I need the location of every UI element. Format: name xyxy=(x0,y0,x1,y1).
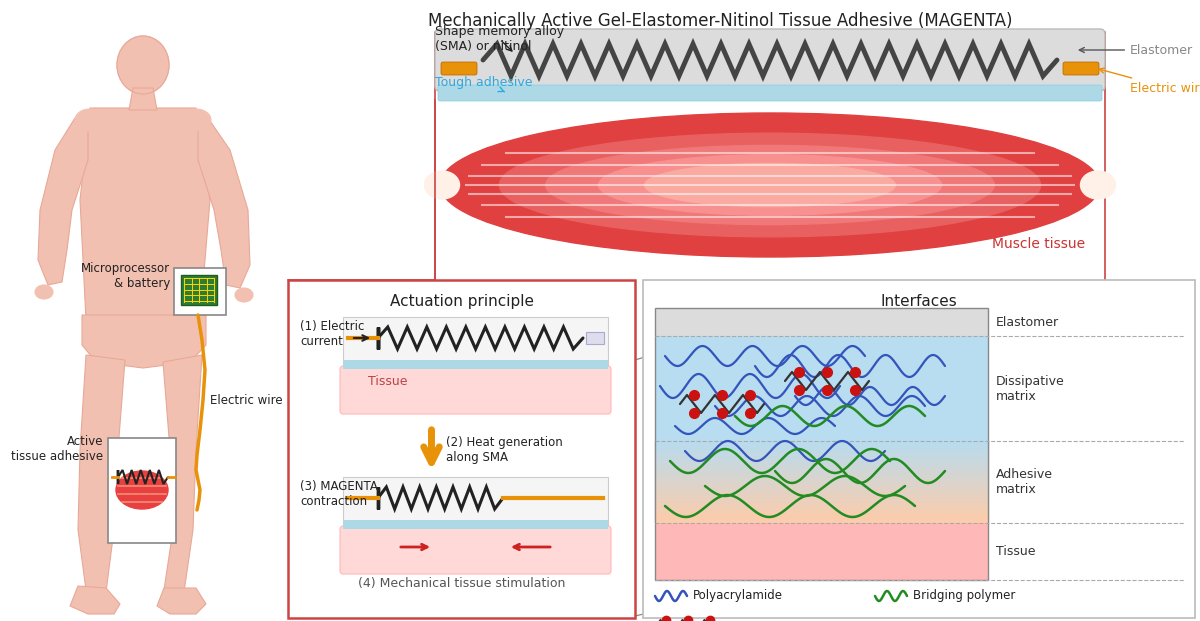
FancyBboxPatch shape xyxy=(343,477,608,532)
Text: Mechanically Active Gel-Elastomer-Nitinol Tissue Adhesive (MAGENTA): Mechanically Active Gel-Elastomer-Nitino… xyxy=(427,12,1013,30)
Polygon shape xyxy=(70,586,120,614)
Text: Tissue: Tissue xyxy=(996,545,1036,558)
FancyBboxPatch shape xyxy=(442,62,478,75)
Text: Tough adhesive: Tough adhesive xyxy=(436,76,533,92)
Polygon shape xyxy=(157,588,206,614)
Text: Tissue: Tissue xyxy=(368,375,408,388)
Ellipse shape xyxy=(440,113,1100,257)
Text: Adhesive
matrix: Adhesive matrix xyxy=(996,468,1054,496)
Text: (4) Mechanical tissue stimulation: (4) Mechanical tissue stimulation xyxy=(358,577,565,590)
Text: Microprocessor
& battery: Microprocessor & battery xyxy=(80,262,170,290)
Bar xyxy=(181,275,217,305)
Text: (1) Electric
current: (1) Electric current xyxy=(300,320,365,348)
Text: Electric wire: Electric wire xyxy=(1099,68,1200,94)
Ellipse shape xyxy=(644,163,895,207)
Text: Elastomer: Elastomer xyxy=(1079,43,1193,57)
Polygon shape xyxy=(163,355,202,592)
FancyBboxPatch shape xyxy=(343,317,608,372)
Text: (3) MAGENTA
contraction: (3) MAGENTA contraction xyxy=(300,480,378,508)
Text: Bridging polymer: Bridging polymer xyxy=(913,589,1015,602)
Bar xyxy=(655,308,988,336)
Ellipse shape xyxy=(235,288,253,302)
Ellipse shape xyxy=(181,109,211,131)
Text: Active
tissue adhesive: Active tissue adhesive xyxy=(11,435,103,463)
Polygon shape xyxy=(80,108,210,320)
Bar xyxy=(586,332,604,344)
Bar xyxy=(343,360,608,369)
Text: Dissipative
matrix: Dissipative matrix xyxy=(996,374,1064,402)
Bar xyxy=(643,280,1195,618)
Text: Elastomer: Elastomer xyxy=(996,315,1060,329)
Ellipse shape xyxy=(116,471,168,509)
Ellipse shape xyxy=(546,145,995,225)
Ellipse shape xyxy=(599,155,942,215)
Ellipse shape xyxy=(35,285,53,299)
Ellipse shape xyxy=(74,109,106,131)
Ellipse shape xyxy=(425,171,460,199)
Text: Interfaces: Interfaces xyxy=(881,294,958,309)
Text: Electric wire: Electric wire xyxy=(210,394,283,407)
FancyBboxPatch shape xyxy=(436,29,1105,91)
Polygon shape xyxy=(38,118,88,285)
Bar xyxy=(655,523,988,580)
Bar xyxy=(108,438,176,543)
Text: Muscle tissue: Muscle tissue xyxy=(992,237,1085,251)
Text: (2) Heat generation
along SMA: (2) Heat generation along SMA xyxy=(446,436,563,464)
FancyBboxPatch shape xyxy=(340,526,611,574)
Polygon shape xyxy=(78,355,125,592)
FancyBboxPatch shape xyxy=(1063,62,1099,75)
Polygon shape xyxy=(82,315,206,368)
Ellipse shape xyxy=(499,133,1040,237)
FancyBboxPatch shape xyxy=(438,85,1102,101)
Text: Actuation principle: Actuation principle xyxy=(390,294,534,309)
Text: Polyacrylamide: Polyacrylamide xyxy=(694,589,784,602)
Bar xyxy=(655,336,988,441)
Bar xyxy=(288,280,635,618)
Text: Shape memory alloy
(SMA) or nitinol: Shape memory alloy (SMA) or nitinol xyxy=(436,25,564,53)
Bar xyxy=(343,520,608,529)
Polygon shape xyxy=(198,118,250,288)
Bar xyxy=(174,268,226,315)
Polygon shape xyxy=(130,88,157,110)
FancyBboxPatch shape xyxy=(340,366,611,414)
Ellipse shape xyxy=(1080,171,1116,199)
Bar xyxy=(655,308,988,580)
Ellipse shape xyxy=(118,36,169,94)
